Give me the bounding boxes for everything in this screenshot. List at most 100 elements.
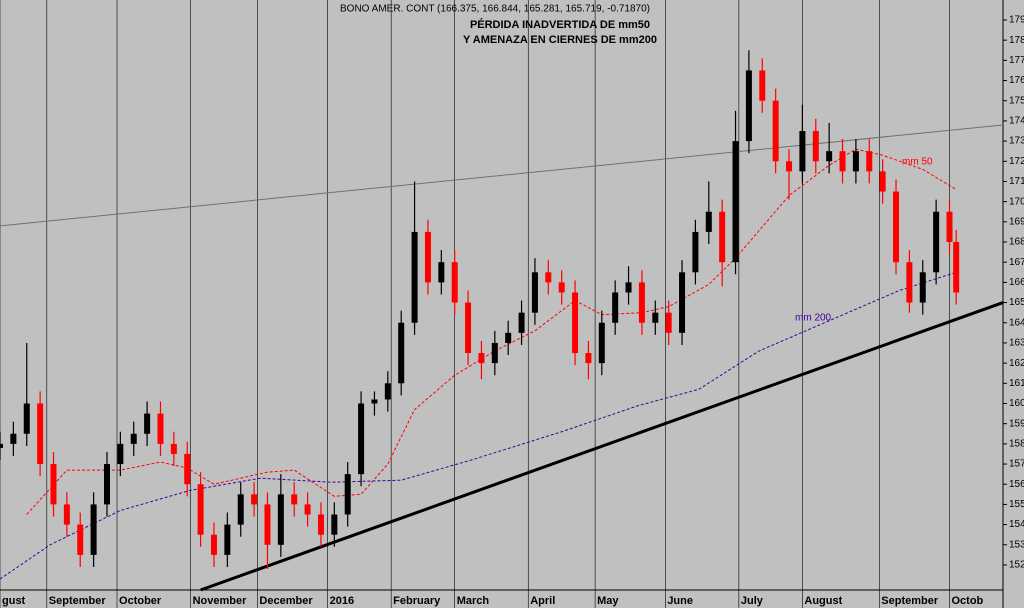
candle-body	[23, 403, 30, 434]
candle-body	[170, 443, 177, 454]
candle-body	[732, 141, 739, 263]
y-tick-label: 155	[1009, 499, 1024, 510]
y-tick-label: 170	[1009, 196, 1024, 207]
x-tick-label: June	[667, 595, 693, 607]
candle-body	[612, 292, 619, 323]
candle-body	[759, 70, 766, 101]
x-tick-label: September	[49, 595, 107, 607]
candle-body	[625, 282, 632, 293]
candle-body	[184, 453, 191, 485]
y-tick-label: 159	[1009, 418, 1024, 429]
candle-body	[344, 474, 351, 515]
candle-body	[451, 262, 458, 303]
candle-body	[371, 399, 378, 404]
candle-body	[745, 70, 752, 142]
y-tick-label: 169	[1009, 216, 1024, 227]
candle-body	[946, 211, 953, 243]
y-tick-label: 168	[1009, 237, 1024, 248]
x-tick-label: March	[457, 595, 490, 607]
candle-body	[598, 322, 605, 364]
y-tick-label: 174	[1009, 116, 1024, 127]
candle-body	[264, 504, 271, 545]
moving-average	[0, 271, 957, 580]
y-tick-label: 152	[1009, 560, 1024, 571]
candle-body	[465, 302, 472, 354]
candle-body	[237, 494, 244, 525]
candle-body	[665, 312, 672, 333]
ma-label: mm 200	[795, 313, 832, 324]
candle-body	[545, 272, 552, 283]
x-tick-label: February	[393, 595, 441, 607]
candle-body	[50, 464, 57, 505]
candle-body	[210, 534, 217, 555]
candle-body	[358, 403, 365, 475]
candle-body	[224, 524, 231, 555]
chart-title: Y AMENAZA EN CIERNES DE mm200	[463, 34, 657, 46]
candle-body	[839, 151, 846, 172]
candle-body	[291, 494, 298, 505]
y-tick-label: 164	[1009, 317, 1024, 328]
candle-body	[558, 282, 565, 293]
y-tick-label: 160	[1009, 398, 1024, 409]
candle-body	[197, 484, 204, 535]
y-tick-label: 153	[1009, 539, 1024, 550]
x-tick-label: December	[259, 595, 313, 607]
candle-body	[812, 130, 819, 162]
candle-body	[90, 504, 97, 555]
y-tick-label: 165	[1009, 297, 1024, 308]
chart-title: PÉRDIDA INADVERTIDA DE mm50	[470, 18, 650, 31]
candle-body	[10, 433, 17, 444]
y-tick-label: 172	[1009, 156, 1024, 167]
candle-body	[505, 332, 512, 343]
candle-body	[77, 524, 84, 555]
candle-body	[866, 151, 873, 172]
candle-body	[705, 211, 712, 232]
x-tick-label: 2016	[330, 595, 354, 607]
candle-body	[679, 272, 686, 333]
y-tick-label: 162	[1009, 358, 1024, 369]
candle-body	[518, 312, 525, 333]
candle-body	[411, 231, 418, 323]
candle-body	[919, 272, 926, 303]
y-tick-label: 157	[1009, 459, 1024, 470]
x-tick-label: August	[804, 595, 842, 607]
x-tick-label: gust	[2, 595, 26, 607]
x-tick-label: September	[881, 595, 939, 607]
candle-body	[799, 130, 806, 172]
candle-body	[424, 231, 431, 283]
x-tick-label: July	[741, 595, 764, 607]
y-tick-label: 158	[1009, 439, 1024, 450]
y-tick-label: 154	[1009, 519, 1024, 530]
x-tick-label: Octob	[952, 595, 984, 607]
candle-body	[585, 353, 592, 364]
x-tick-label: November	[193, 595, 248, 607]
candle-body	[953, 242, 960, 293]
candle-body	[37, 403, 44, 465]
y-tick-label: 166	[1009, 277, 1024, 288]
candle-body	[317, 514, 324, 535]
y-tick-label: 179	[1009, 15, 1024, 26]
candle-body	[130, 433, 137, 444]
candle-body	[304, 504, 311, 515]
x-tick-label: May	[597, 595, 619, 607]
y-tick-label: 178	[1009, 35, 1024, 46]
header: BONO AMER. CONT (166.375, 166.844, 165.2…	[340, 4, 650, 15]
y-tick-label: 163	[1009, 338, 1024, 349]
candle-body	[879, 171, 886, 192]
ma-label: mm 50	[902, 157, 933, 168]
candle-body	[384, 383, 391, 400]
y-tick-label: 171	[1009, 176, 1024, 187]
candle-body	[144, 413, 151, 434]
candle-body	[893, 191, 900, 263]
candle-body	[692, 231, 699, 273]
y-tick-label: 156	[1009, 479, 1024, 490]
candle-body	[251, 494, 258, 505]
candle-body	[531, 272, 538, 313]
candle-body	[852, 151, 859, 172]
candle-body	[826, 151, 833, 162]
candle-body	[772, 100, 779, 162]
trendline	[0, 124, 1004, 227]
candle-body	[572, 292, 579, 354]
